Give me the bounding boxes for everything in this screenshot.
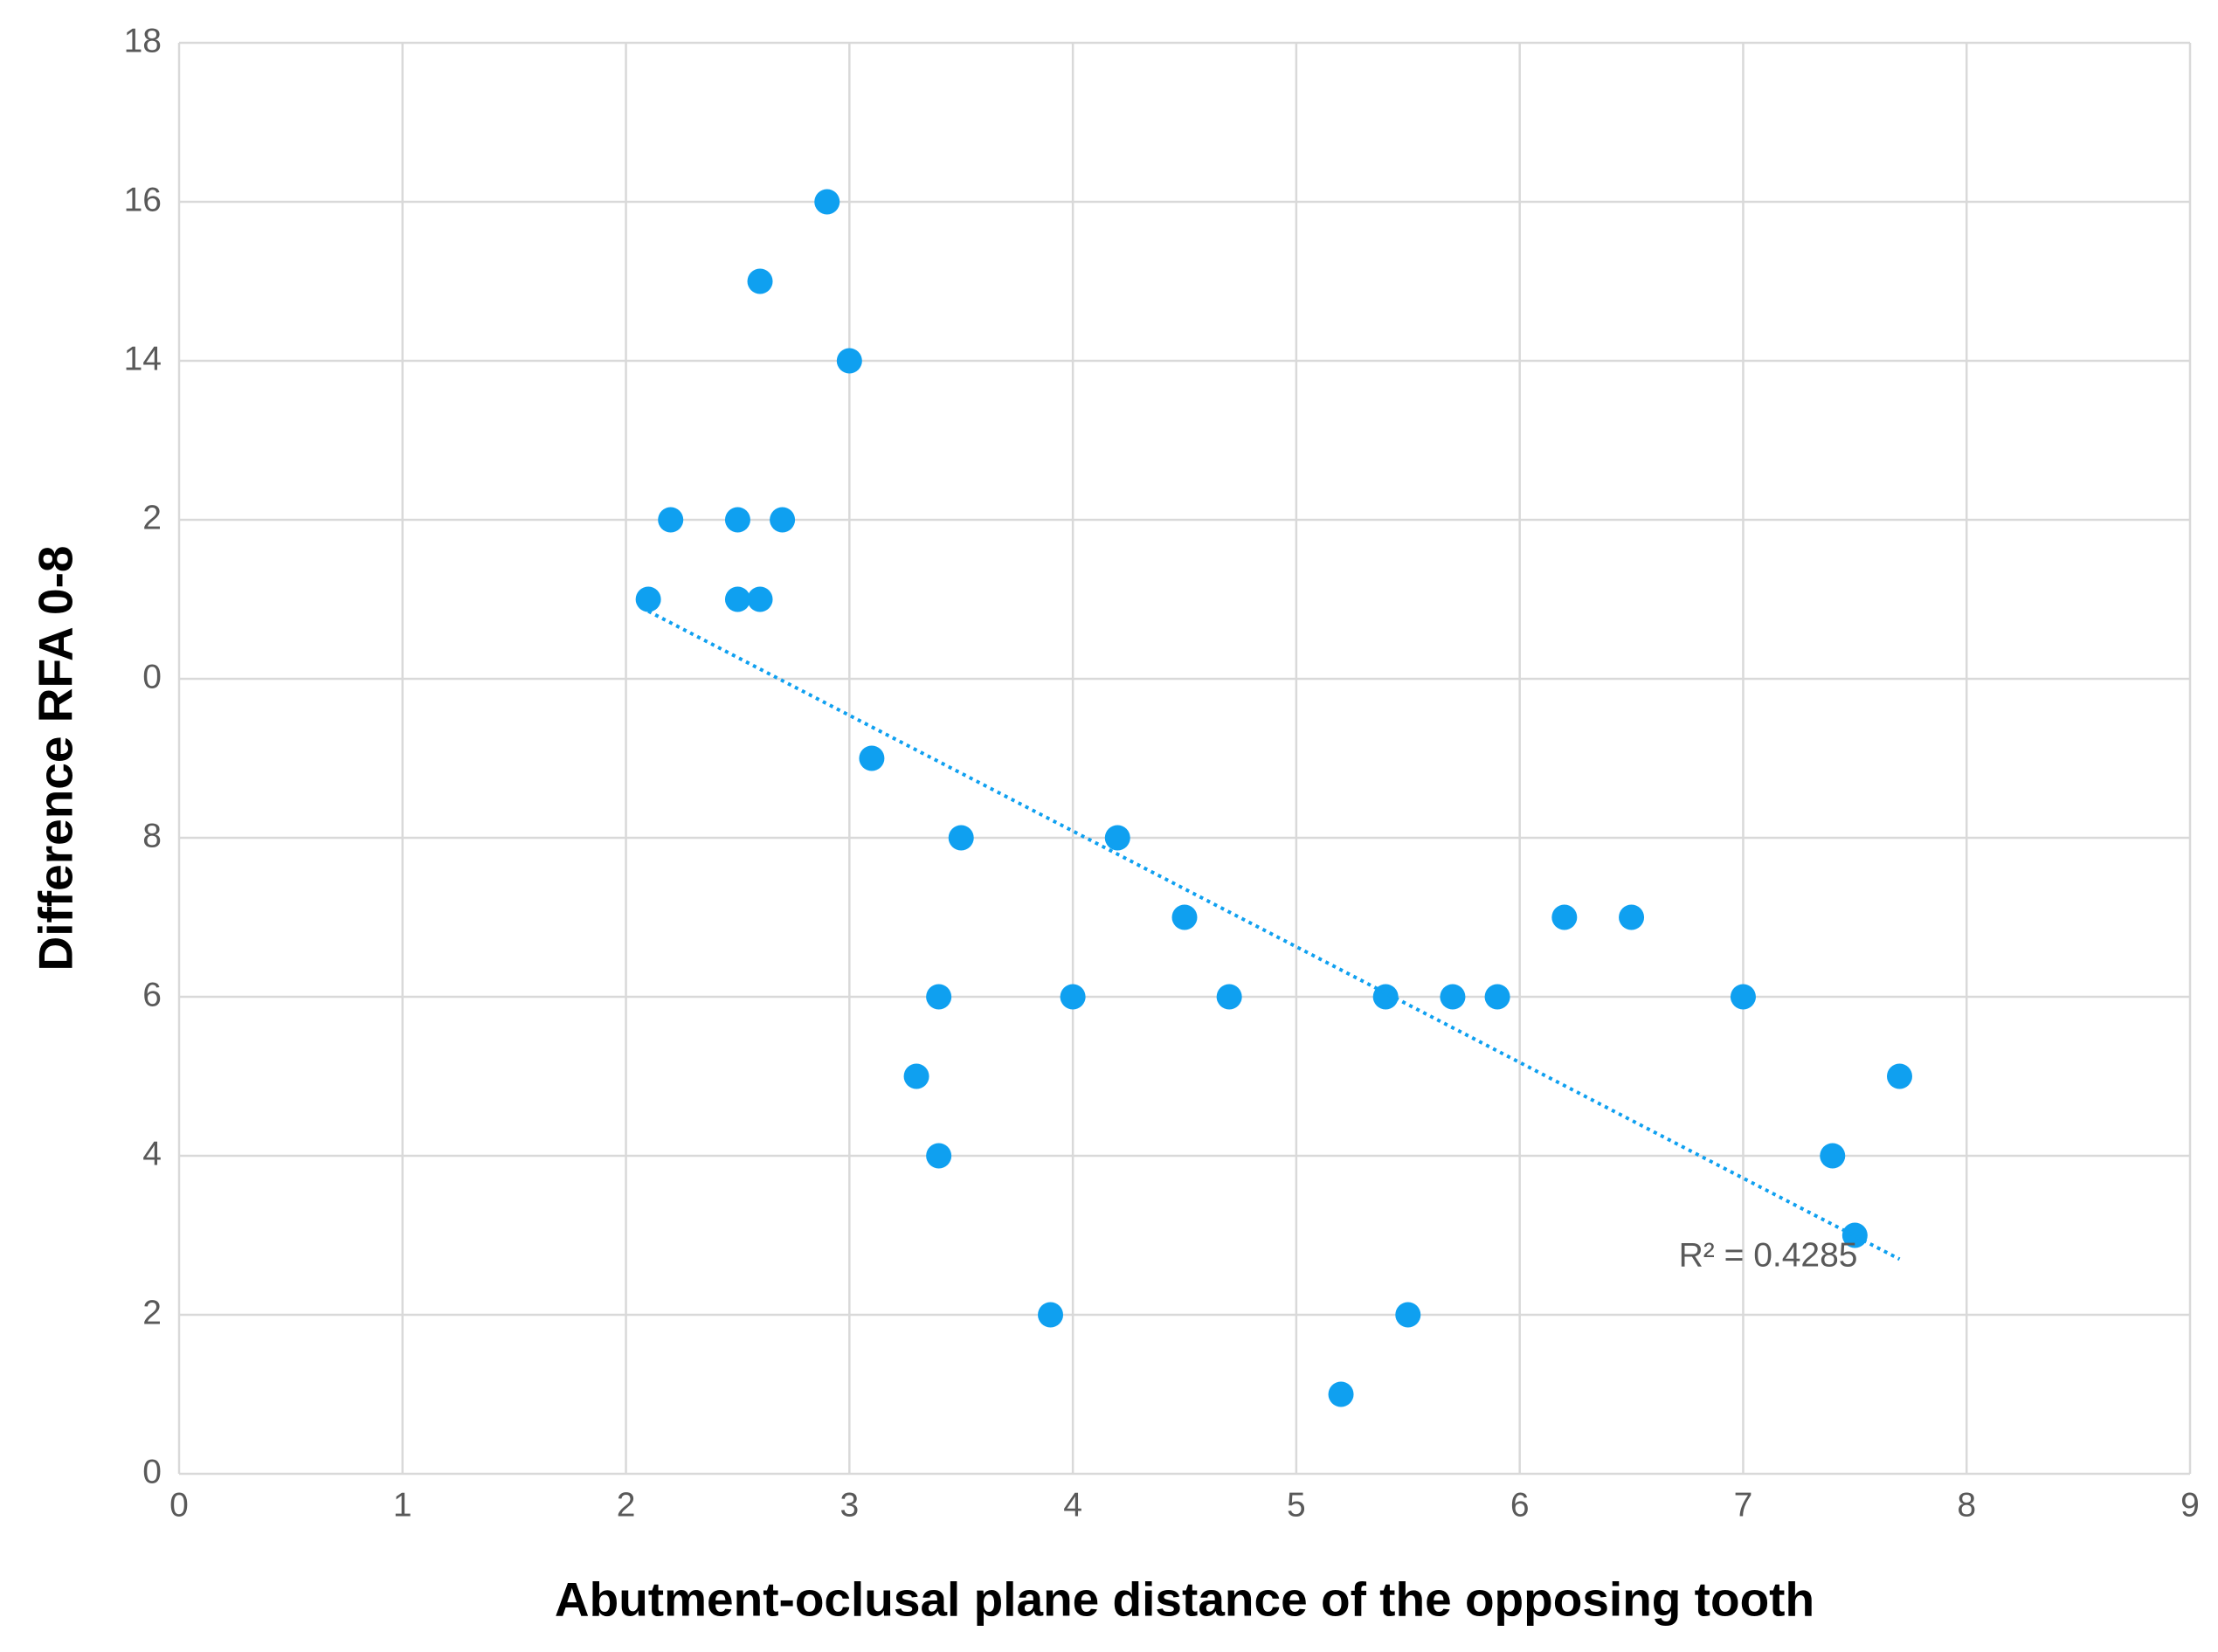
y-tick-label: 18 bbox=[124, 22, 162, 59]
y-tick-label: 16 bbox=[124, 181, 162, 218]
x-axis-title: Abutment-oclusal plane distance of the o… bbox=[555, 1573, 1814, 1627]
x-tick-label: 1 bbox=[393, 1486, 412, 1524]
data-point bbox=[1171, 904, 1198, 930]
x-tick-label: 3 bbox=[840, 1486, 859, 1524]
data-point bbox=[1484, 984, 1510, 1010]
data-point bbox=[1619, 904, 1645, 930]
data-point bbox=[747, 268, 773, 294]
y-tick-label: 14 bbox=[124, 340, 162, 377]
data-point bbox=[724, 586, 750, 612]
y-tick-label: 4 bbox=[142, 1135, 162, 1172]
data-point bbox=[635, 586, 661, 612]
data-point bbox=[1395, 1302, 1421, 1328]
y-tick-label: 8 bbox=[142, 817, 162, 854]
x-tick-label: 5 bbox=[1287, 1486, 1306, 1524]
data-point bbox=[903, 1063, 929, 1089]
x-tick-label: 2 bbox=[617, 1486, 636, 1524]
data-point bbox=[724, 507, 750, 533]
y-tick-label: 0 bbox=[142, 1453, 162, 1490]
data-point bbox=[926, 1143, 952, 1169]
data-point bbox=[1216, 984, 1242, 1010]
data-point bbox=[658, 507, 684, 533]
x-tick-label: 4 bbox=[1063, 1486, 1082, 1524]
trendline bbox=[647, 609, 1901, 1261]
data-point bbox=[747, 586, 773, 612]
data-point bbox=[814, 189, 840, 215]
data-point bbox=[1372, 984, 1399, 1010]
y-axis-title: Difference RFA 0-8 bbox=[29, 546, 83, 971]
data-point bbox=[1730, 984, 1756, 1010]
data-point bbox=[926, 984, 952, 1010]
x-tick-label: 8 bbox=[1957, 1486, 1976, 1524]
data-point bbox=[859, 745, 885, 771]
data-point bbox=[1038, 1302, 1064, 1328]
data-point bbox=[1104, 825, 1130, 851]
data-point bbox=[1886, 1063, 1912, 1089]
y-tick-label: 2 bbox=[142, 1294, 162, 1331]
data-point bbox=[1060, 984, 1086, 1010]
x-tick-label: 7 bbox=[1734, 1486, 1753, 1524]
data-point bbox=[1820, 1143, 1846, 1169]
data-point bbox=[1328, 1381, 1354, 1407]
y-tick-label: 6 bbox=[142, 976, 162, 1013]
r-squared-label: R² = 0.4285 bbox=[1679, 1237, 1858, 1275]
x-tick-label: 0 bbox=[169, 1486, 189, 1524]
x-tick-label: 6 bbox=[1510, 1486, 1530, 1524]
data-point bbox=[948, 825, 974, 851]
data-point bbox=[770, 507, 796, 533]
y-tick-label: 0 bbox=[142, 658, 162, 695]
data-point bbox=[1440, 984, 1466, 1010]
data-point bbox=[1551, 904, 1578, 930]
data-point bbox=[836, 348, 862, 374]
y-tick-label: 2 bbox=[142, 499, 162, 536]
x-tick-label: 9 bbox=[2180, 1486, 2200, 1524]
data-point bbox=[1841, 1222, 1868, 1248]
